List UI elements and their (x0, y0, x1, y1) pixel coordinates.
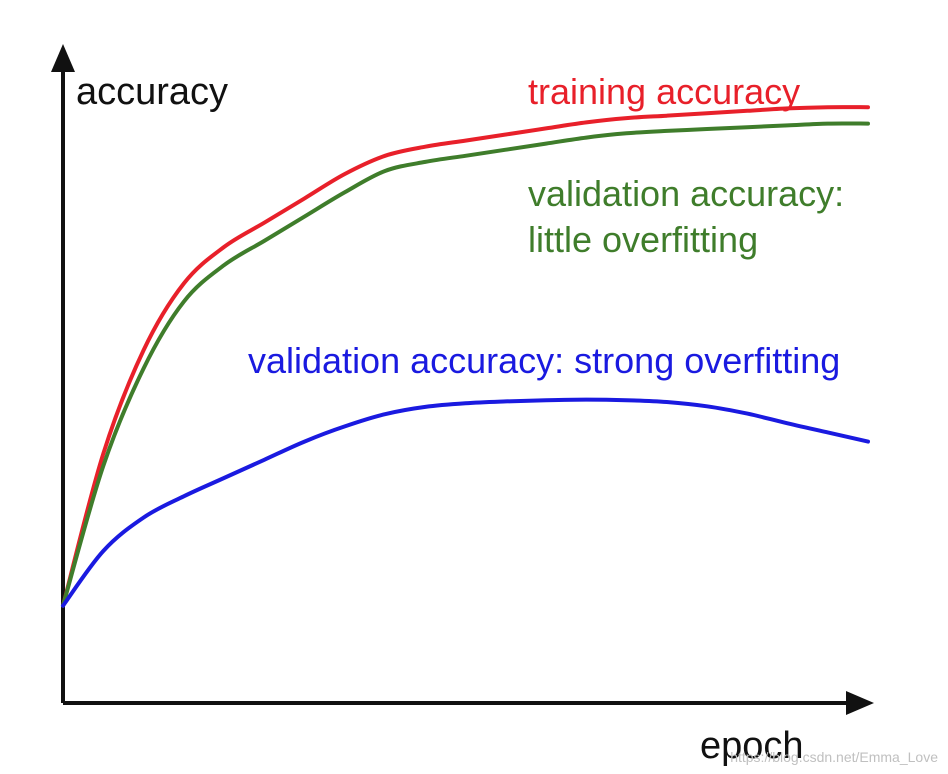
y-axis-arrowhead (51, 44, 75, 72)
series-layer (61, 105, 870, 608)
series-line-strong-overfitting (61, 397, 870, 608)
series-label-little-overfitting-line-2: little overfitting (528, 219, 758, 260)
series-line-training-accuracy (61, 105, 870, 608)
series-line-little-overfitting (61, 121, 870, 608)
x-axis-arrowhead (846, 691, 874, 715)
series-label-training: training accuracy (528, 71, 800, 112)
x-axis-label: epoch (700, 725, 804, 767)
y-axis-label: accuracy (76, 71, 228, 113)
series-label-little-overfitting-line-1: validation accuracy: (528, 173, 844, 214)
watermark-text: https://blog.csdn.net/Emma_Love (730, 749, 938, 765)
series-label-strong-overfitting: validation accuracy: strong overfitting (248, 340, 840, 381)
